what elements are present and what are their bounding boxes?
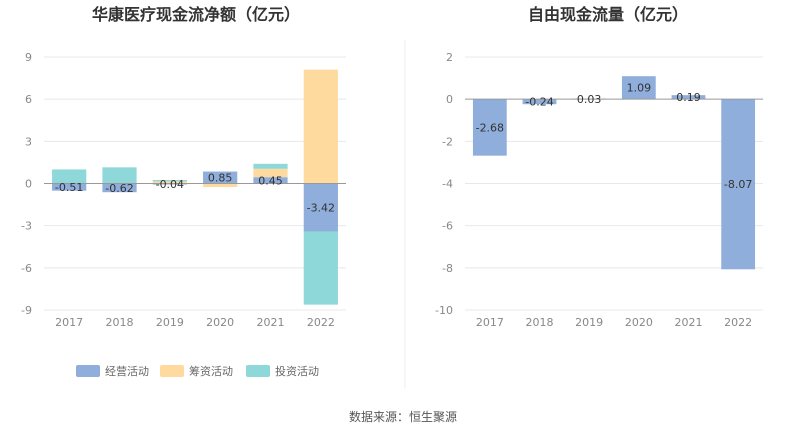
- left-y-tick-label: 6: [25, 93, 32, 106]
- left-bar-financing-2022: [303, 69, 338, 184]
- right-x-tick-label: 2022: [724, 316, 752, 329]
- right-bar-operating-2022: [721, 99, 756, 270]
- left-bar-investing-2021: [253, 163, 288, 169]
- right-y-tick-label: -2: [442, 135, 453, 148]
- left-bar-investing-2019: [152, 179, 187, 182]
- left-bar-operating-2020: [203, 171, 238, 184]
- left-x-tick-label: 2021: [257, 316, 285, 329]
- left-x-tick-label: 2020: [206, 316, 234, 329]
- left-bar-investing-2017: [52, 169, 87, 184]
- left-bar-financing-2019: [152, 181, 187, 184]
- right-y-tick-label: 0: [446, 93, 453, 106]
- right-x-tick-label: 2017: [476, 316, 504, 329]
- left-y-tick-label: -6: [21, 262, 32, 275]
- right-bar-operating-2017: [472, 99, 507, 156]
- left-x-tick-label: 2019: [156, 316, 184, 329]
- right-data-label-2019: 0.03: [577, 93, 602, 106]
- left-y-tick-label: -3: [21, 220, 32, 233]
- data-source-label: 数据来源：恒生聚源: [349, 409, 457, 424]
- left-bar-financing-2020: [203, 183, 238, 188]
- legend-swatch-financing: [160, 365, 184, 377]
- legend: 经营活动 筹资活动 投资活动: [76, 364, 319, 378]
- right-data-label-2017: -2.68: [476, 121, 504, 134]
- legend-label-financing: 筹资活动: [189, 364, 233, 378]
- right-y-tick-label: -10: [435, 304, 453, 317]
- left-chart-data-labels: -0.51 -0.62 -0.04 0.85 0.45 -3.42: [55, 172, 335, 215]
- right-x-tick-label: 2020: [625, 316, 653, 329]
- legend-swatch-investing: [246, 365, 270, 377]
- right-x-tick-label: 2019: [575, 316, 603, 329]
- right-x-tick-label: 2018: [526, 316, 554, 329]
- legend-label-operating: 经营活动: [105, 364, 149, 378]
- right-chart-title: 自由现金流量（亿元）: [528, 5, 688, 24]
- left-chart-axes: 9 6 3 0 -3 -6 -9 2017 2018 2019 2020 2021 2022: [21, 51, 346, 329]
- left-y-tick-label: 0: [25, 178, 32, 191]
- left-x-tick-label: 2022: [307, 316, 335, 329]
- left-data-label-2019: -0.04: [156, 178, 184, 191]
- left-data-label-2020: 0.85: [208, 172, 233, 185]
- right-bar-operating-2020: [621, 76, 656, 100]
- right-y-tick-label: -6: [442, 220, 453, 233]
- right-data-label-2020: 1.09: [627, 82, 652, 95]
- left-data-label-2017: -0.51: [55, 181, 83, 194]
- left-data-label-2018: -0.62: [105, 182, 133, 195]
- left-y-tick-label: 9: [25, 51, 32, 64]
- legend-label-investing: 投资活动: [275, 364, 319, 378]
- right-chart-bars: [472, 76, 756, 270]
- left-bar-operating-2017: [52, 183, 87, 191]
- right-y-tick-label: -4: [442, 178, 453, 191]
- left-bar-operating-2018: [102, 183, 137, 193]
- left-chart-title: 华康医疗现金流净额（亿元）: [92, 5, 300, 24]
- left-x-tick-label: 2018: [106, 316, 134, 329]
- left-y-tick-label: 3: [25, 135, 32, 148]
- right-data-label-2021: 0.19: [676, 91, 701, 104]
- right-data-label-2018: -0.24: [525, 96, 553, 109]
- left-bar-investing-2018: [102, 167, 137, 184]
- left-chart-gridlines: [44, 56, 346, 311]
- legend-swatch-operating: [76, 365, 100, 377]
- left-x-tick-label: 2017: [55, 316, 83, 329]
- left-data-label-2021: 0.45: [258, 174, 283, 187]
- right-data-label-2022: -8.07: [724, 178, 752, 191]
- right-chart-data-labels: -2.68 -0.24 0.03 1.09 0.19 -8.07: [476, 82, 753, 192]
- left-bar-investing-2022: [303, 231, 338, 305]
- right-x-tick-label: 2021: [675, 316, 703, 329]
- right-bar-operating-2018: [522, 99, 557, 105]
- right-y-tick-label: -8: [442, 262, 453, 275]
- right-chart-axes: 2 0 -2 -4 -6 -8 -10 2017 2018 2019 2020 2021 2022: [435, 51, 763, 329]
- right-chart-gridlines: [465, 56, 763, 311]
- left-bar-operating-2021: [253, 177, 288, 184]
- left-chart-bars: [52, 69, 338, 305]
- left-bar-operating-2022: [303, 183, 338, 232]
- right-y-tick-label: 2: [446, 51, 453, 64]
- right-bar-operating-2021: [671, 95, 706, 100]
- left-bar-financing-2021: [253, 168, 288, 178]
- left-y-tick-label: -9: [21, 304, 32, 317]
- left-data-label-2022: -3.42: [307, 202, 335, 215]
